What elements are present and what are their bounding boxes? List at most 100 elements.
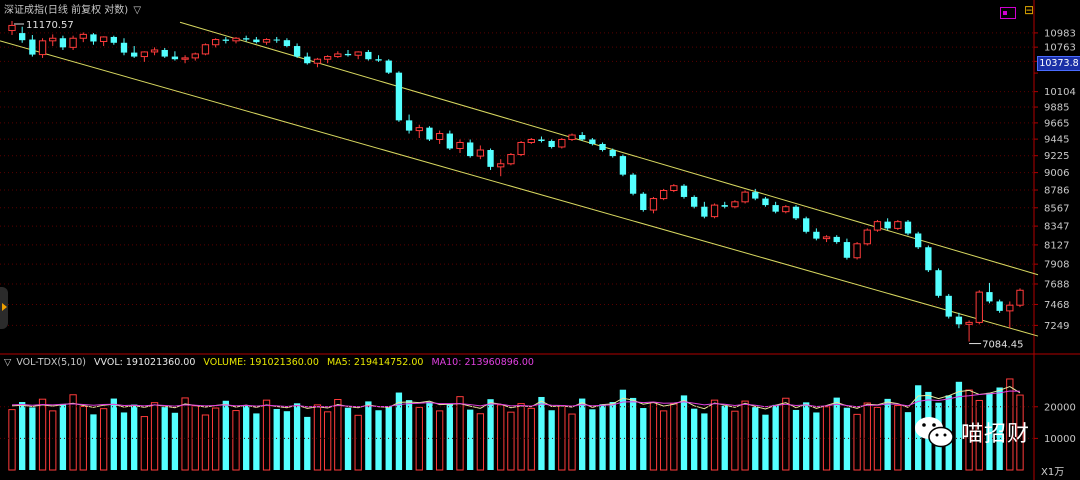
candle-body [507,154,515,165]
candle-body [822,236,831,240]
candle-body [955,316,963,325]
candle-body [29,39,36,55]
volume-bar [323,411,332,471]
candle-body [243,38,250,40]
candle [171,51,179,61]
price-tick-label: 10104 [1044,87,1076,98]
triangle-down-icon[interactable]: ▽ [4,357,12,368]
watermark: 喵招财 [913,414,1030,450]
volume-bar [609,402,616,470]
candle-body [99,36,108,42]
price-channel [0,21,1039,337]
candle [894,219,902,231]
candle-body [925,247,932,271]
volume-bar [171,412,179,470]
window-layout-icon[interactable] [1000,7,1016,19]
candle-body [354,51,362,56]
volume-tick-label: 20000 [1044,402,1076,413]
candle [680,184,688,199]
candle [201,43,210,56]
volume-bar [435,410,444,471]
candle [904,219,912,236]
price-tick-label: 7688 [1044,280,1069,291]
candle-body [1006,304,1014,312]
volume-bar [19,402,26,470]
price-tick-label: 9885 [1044,103,1069,114]
volume-bar [334,399,342,471]
candle [986,282,993,304]
volume-bar [873,406,882,471]
volume-bar [762,414,769,470]
candle [1006,301,1014,329]
candle-body [313,58,322,64]
candle [283,38,291,48]
price-tick-label: 9445 [1044,135,1069,146]
volume-bar [558,405,566,471]
candle [558,137,566,149]
volume-bar [863,402,871,471]
candle-body [222,39,229,41]
volume-unit: X1万 [1041,467,1065,478]
candle [375,55,382,62]
vvol-label: VVOL: 191021360.00 [94,357,196,368]
candle [731,200,739,209]
candle [334,51,342,58]
candle [640,192,647,212]
candle [527,137,535,144]
candle [476,145,485,160]
candle-body [833,236,840,243]
ma5-label: MA5: 219414752.00 [326,357,424,368]
volume-indicator-label[interactable]: VOL-TDX(5,10) [16,357,86,368]
volume-bar [1016,394,1024,471]
candle-body [884,221,891,229]
channel-line [179,21,1039,276]
volume-bar [517,403,525,471]
price-tick-label: 8127 [1044,240,1069,251]
candle-body [120,42,128,53]
candle [609,148,616,158]
candle-body [253,39,260,43]
candle [29,35,36,57]
volume-bar [497,404,505,471]
candle [38,38,47,58]
volume-bar [822,406,831,471]
candle-body [670,185,678,192]
volume-bar [191,405,199,471]
volume-bar [538,396,545,470]
candle-body [691,196,698,207]
candle-body [211,39,220,46]
candle [762,196,769,207]
volume-bar [8,409,16,471]
candle-body [90,34,97,42]
candle [853,242,861,260]
price-tick-label: 9665 [1044,118,1069,129]
candle-body [79,33,87,39]
candle-body [385,60,392,73]
candle [191,52,199,61]
volume-bar [140,416,149,471]
price-tick-label: 10983 [1044,28,1076,39]
volume-bar [283,411,291,470]
volume-bar [476,413,485,471]
candle [782,205,790,214]
volume-bar [670,403,678,471]
volume-bar [273,408,280,470]
triangle-down-icon[interactable]: ▽ [133,5,142,16]
candle-body [640,193,647,211]
wechat-icon [915,417,954,448]
volume-bar [49,410,57,471]
candle-body [110,36,117,43]
candle [538,136,545,143]
volume-bar [619,389,627,470]
candle [120,38,128,56]
candle [385,59,392,75]
candle-body [710,204,719,218]
price-tick-label: 7908 [1044,260,1069,271]
candle-body [599,143,606,151]
lock-icon[interactable]: ⊟ [1024,3,1035,17]
candle-body [863,229,871,245]
collapse-handle[interactable] [0,287,8,329]
volume-bar [211,407,220,471]
candle [8,20,16,36]
candle [79,32,87,43]
